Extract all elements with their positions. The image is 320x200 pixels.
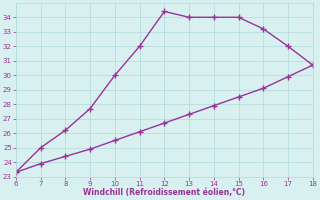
X-axis label: Windchill (Refroidissement éolien,°C): Windchill (Refroidissement éolien,°C) [83,188,245,197]
